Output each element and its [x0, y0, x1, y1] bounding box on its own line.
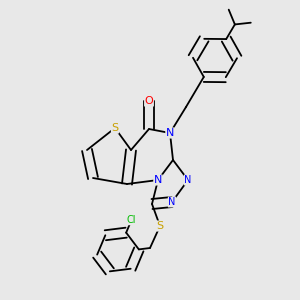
- Text: N: N: [184, 175, 192, 185]
- Text: S: S: [156, 221, 164, 231]
- Text: S: S: [111, 123, 118, 133]
- Text: N: N: [168, 197, 176, 207]
- Text: Cl: Cl: [127, 215, 136, 225]
- Text: N: N: [154, 175, 162, 185]
- Text: O: O: [145, 96, 153, 106]
- Text: N: N: [166, 128, 174, 138]
